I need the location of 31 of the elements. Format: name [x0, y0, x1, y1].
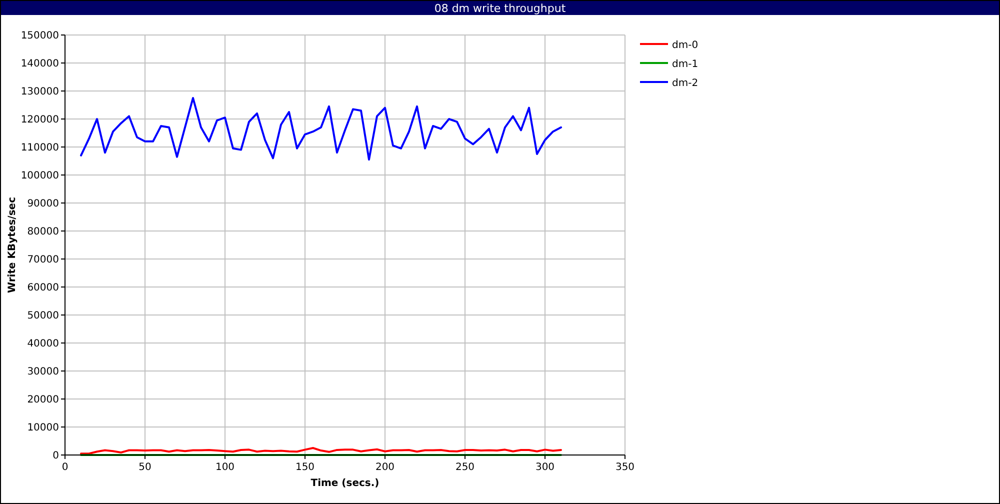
legend-label: dm-2: [672, 78, 698, 89]
y-tick-label: 80000: [27, 226, 59, 238]
y-tick-label: 50000: [27, 310, 59, 322]
y-tick-label: 70000: [27, 254, 59, 266]
y-tick-label: 130000: [20, 86, 59, 98]
y-axis-title: Write KBytes/sec: [7, 196, 18, 293]
x-tick-label: 350: [615, 462, 635, 473]
x-tick-label: 200: [375, 462, 395, 473]
x-tick-label: 0: [62, 462, 68, 473]
y-tick-label: 100000: [20, 170, 59, 182]
y-tick-label: 110000: [20, 142, 59, 154]
x-tick-label: 150: [295, 462, 315, 473]
y-tick-label: 20000: [27, 394, 59, 406]
y-tick-label: 0: [52, 450, 59, 462]
y-tick-label: 30000: [27, 366, 59, 378]
y-tick-label: 40000: [27, 338, 59, 350]
legend-label: dm-1: [672, 59, 698, 70]
legend-label: dm-0: [672, 40, 698, 51]
x-tick-label: 300: [535, 462, 555, 473]
x-tick-label: 250: [455, 462, 475, 473]
x-tick-label: 50: [138, 462, 152, 473]
x-axis-title: Time (secs.): [310, 478, 380, 489]
y-tick-label: 60000: [27, 282, 59, 294]
y-tick-label: 10000: [27, 422, 59, 434]
chart-title: 08 dm write throughput: [434, 2, 566, 15]
y-tick-label: 120000: [20, 114, 59, 126]
y-tick-label: 140000: [20, 58, 59, 70]
line-series: [80, 97, 562, 161]
y-tick-label: 90000: [27, 198, 59, 210]
y-tick-label: 150000: [20, 30, 59, 42]
x-tick-label: 100: [215, 462, 235, 473]
